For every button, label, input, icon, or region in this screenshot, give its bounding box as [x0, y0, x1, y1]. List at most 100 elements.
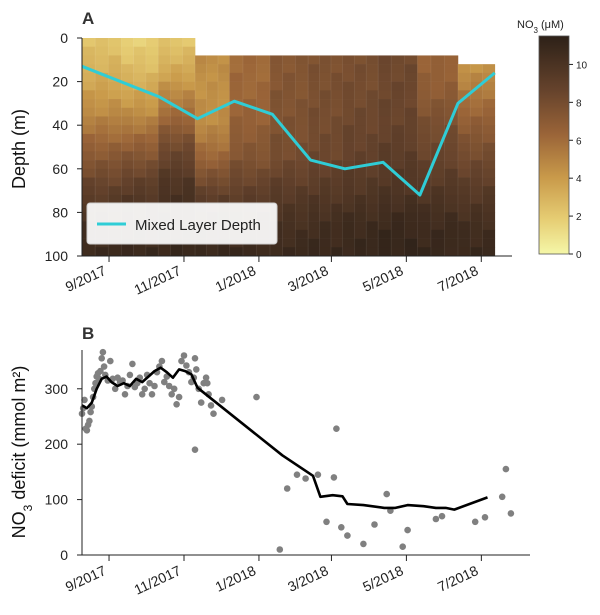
heatmap-cell — [95, 186, 109, 196]
heatmap-cell — [158, 247, 171, 257]
heatmap-cell — [121, 151, 134, 161]
x-tick-label: 7/2018 — [435, 562, 481, 595]
data-point — [323, 518, 330, 526]
x-tick-label: 5/2018 — [360, 262, 406, 295]
heatmap-cell — [457, 81, 471, 91]
heatmap-cell — [342, 177, 355, 187]
heatmap-cell — [295, 177, 309, 187]
heatmap-cell — [229, 142, 244, 152]
heatmap-cell — [269, 186, 283, 196]
heatmap-cell — [366, 221, 379, 231]
heatmap-cell — [366, 64, 379, 74]
deficit-trend-line — [81, 366, 488, 511]
heatmap-cell — [308, 55, 320, 65]
heatmap-cell — [308, 203, 320, 213]
heatmap-cell — [404, 221, 418, 231]
heatmap-cell — [282, 160, 296, 170]
heatmap-cell — [256, 81, 271, 91]
heatmap-cell — [256, 64, 271, 74]
heatmap-cell — [133, 55, 147, 65]
y-tick-label: 0 — [60, 547, 68, 563]
heatmap-cell — [319, 168, 332, 178]
heatmap-cell — [319, 81, 332, 91]
heatmap-cell — [182, 38, 196, 48]
heatmap-cell — [417, 72, 432, 82]
heatmap-cell — [366, 177, 379, 187]
heatmap-cell — [206, 247, 219, 257]
heatmap-cell — [145, 142, 159, 152]
heatmap-cell — [82, 46, 96, 56]
heatmap-cell — [482, 160, 496, 170]
heatmap-cell — [404, 142, 418, 152]
data-point — [471, 518, 479, 526]
heatmap-cell — [319, 203, 332, 213]
heatmap-cell — [256, 142, 271, 152]
heatmap-cell — [378, 55, 392, 65]
heatmap-cell — [417, 186, 432, 196]
heatmap-cell — [330, 194, 343, 204]
heatmap-cell — [366, 125, 379, 135]
heatmap-cell — [133, 81, 147, 91]
heatmap-cell — [417, 238, 432, 248]
heatmap-cell — [108, 194, 122, 204]
heatmap-cell — [182, 133, 196, 143]
heatmap-cell — [470, 116, 483, 126]
heatmap-cell — [242, 90, 257, 100]
heatmap-cell — [482, 64, 496, 74]
heatmap-cell — [330, 221, 343, 231]
heatmap-cell — [444, 177, 459, 187]
heatmap-cell — [82, 142, 96, 152]
heatmap-cell — [366, 203, 379, 213]
heatmap-cell — [354, 107, 367, 117]
heatmap-cell — [295, 125, 309, 135]
colorbar-tick-label: 6 — [576, 136, 582, 147]
heatmap-cell — [95, 125, 109, 135]
heatmap-cell — [430, 194, 445, 204]
panel-a-x-axis: 9/2017 11/2017 1/2018 3/2018 5/2018 7/2018 — [63, 255, 512, 298]
heatmap-cell — [378, 125, 392, 135]
y-tick-label: 40 — [52, 117, 68, 133]
data-point — [148, 391, 156, 398]
heatmap-cell — [430, 125, 445, 135]
heatmap-cell — [482, 125, 496, 135]
heatmap-cell — [470, 186, 483, 196]
heatmap-cell — [242, 107, 257, 117]
heatmap-cell — [295, 151, 309, 161]
heatmap-cell — [319, 125, 332, 135]
heatmap-cell — [269, 177, 283, 187]
heatmap-cell — [308, 107, 320, 117]
heatmap-cell — [444, 194, 459, 204]
data-point — [83, 427, 91, 434]
heatmap-cell — [404, 203, 418, 213]
heatmap-cell — [319, 212, 332, 222]
heatmap-cell — [470, 168, 483, 178]
heatmap-cell — [366, 194, 379, 204]
data-point — [498, 493, 506, 501]
heatmap-cell — [482, 247, 496, 257]
heatmap-cell — [133, 64, 147, 74]
heatmap-cell — [182, 194, 196, 204]
heatmap-cell — [457, 186, 471, 196]
heatmap-cell — [145, 72, 159, 82]
heatmap-cell — [158, 160, 171, 170]
heatmap-cell — [282, 221, 296, 231]
data-point — [438, 512, 446, 520]
heatmap-cell — [417, 212, 432, 222]
heatmap-cell — [378, 212, 392, 222]
data-point — [86, 417, 93, 425]
heatmap-cell — [195, 194, 207, 204]
heatmap-cell — [256, 168, 271, 178]
mixed-layer-depth-series — [81, 64, 496, 197]
heatmap-cell — [404, 247, 418, 257]
heatmap-cell — [269, 107, 283, 117]
heatmap-cell — [108, 107, 122, 117]
heatmap-cell — [308, 151, 320, 161]
heatmap-cell — [417, 90, 432, 100]
heatmap-cell — [295, 212, 309, 222]
heatmap-cell — [217, 142, 230, 152]
panel-a-y-axis-label: Depth (m) — [9, 109, 29, 189]
heatmap-cell — [158, 125, 171, 135]
heatmap-cell — [242, 194, 257, 204]
heatmap-cell — [404, 116, 418, 126]
